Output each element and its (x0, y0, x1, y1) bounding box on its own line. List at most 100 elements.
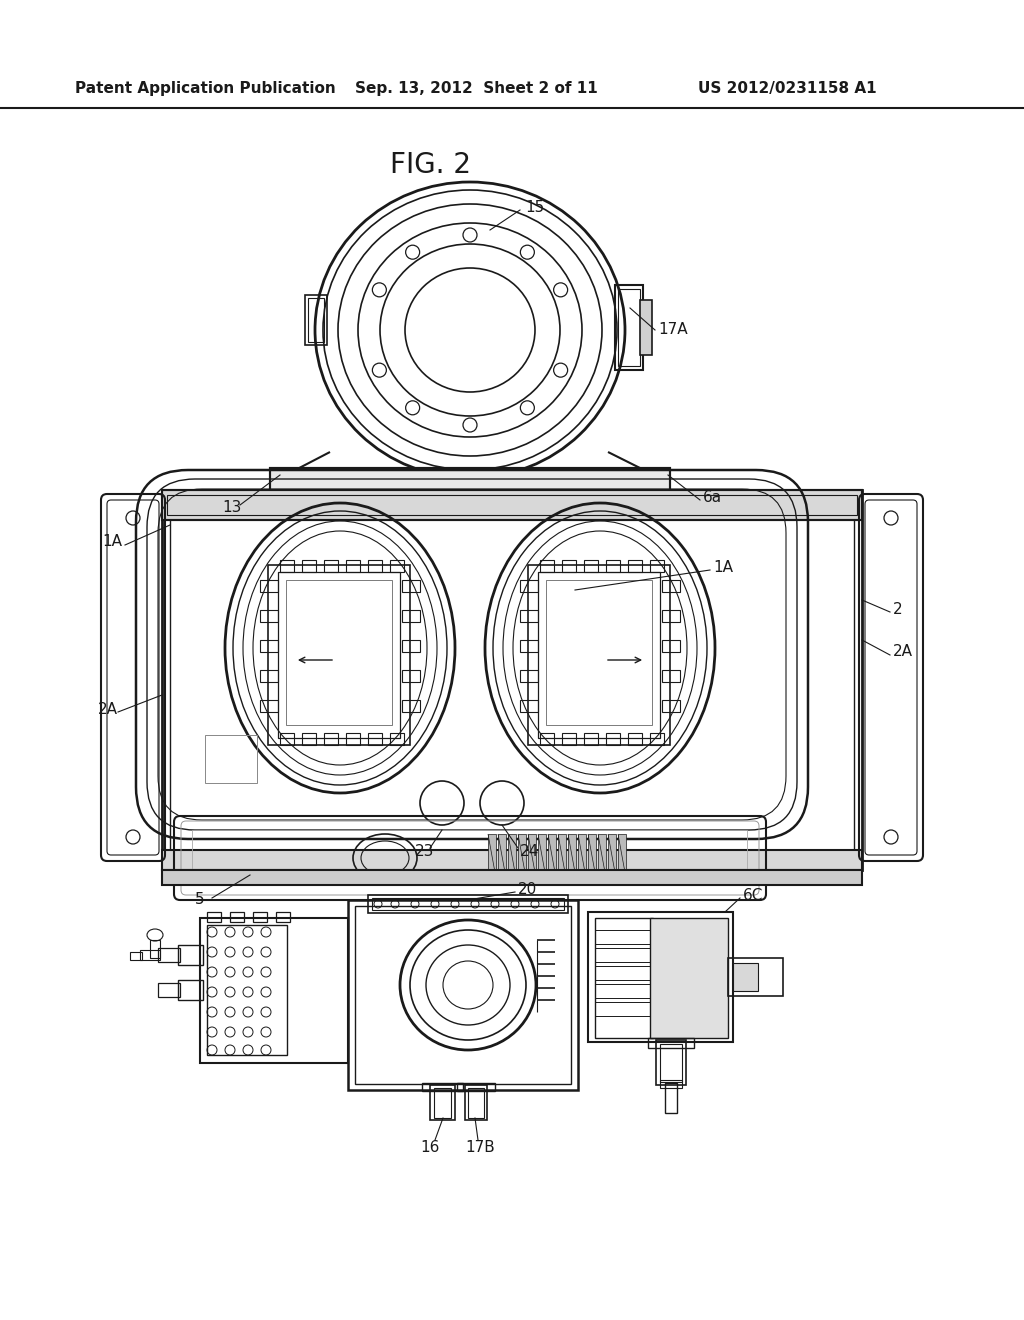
Bar (402, 640, 420, 652)
Bar (368, 733, 382, 744)
Bar (368, 560, 382, 572)
Bar (253, 912, 267, 921)
Bar (662, 610, 680, 622)
Bar (268, 565, 410, 744)
Bar (650, 560, 664, 572)
Bar (606, 560, 620, 572)
Bar (260, 671, 278, 682)
Text: 2A: 2A (98, 702, 118, 718)
Bar (162, 490, 862, 870)
Bar (618, 289, 640, 366)
Bar (430, 1085, 455, 1119)
Bar (260, 700, 278, 711)
Bar (158, 983, 180, 997)
Text: 6a: 6a (703, 491, 722, 506)
Bar (390, 560, 404, 572)
Bar (278, 572, 400, 738)
Bar (207, 912, 221, 921)
Bar (346, 733, 360, 744)
Bar (538, 572, 660, 738)
Text: 2: 2 (893, 602, 902, 618)
Bar (508, 834, 516, 878)
Bar (520, 610, 538, 622)
Bar (650, 917, 728, 1038)
Bar (660, 1044, 682, 1082)
Bar (598, 834, 606, 878)
Text: 23: 23 (415, 845, 434, 859)
Bar (270, 469, 670, 490)
Bar (178, 945, 203, 965)
Bar (162, 850, 862, 870)
Bar (608, 834, 616, 878)
Bar (662, 671, 680, 682)
Bar (402, 700, 420, 711)
Bar (548, 834, 556, 878)
Bar (628, 560, 642, 572)
Text: 15: 15 (525, 199, 544, 214)
Text: US 2012/0231158 A1: US 2012/0231158 A1 (698, 81, 877, 95)
Bar (648, 1038, 694, 1048)
Bar (488, 834, 496, 878)
Text: 1A: 1A (713, 561, 733, 576)
Bar (528, 834, 536, 878)
Text: 5: 5 (195, 892, 205, 908)
Bar (260, 640, 278, 652)
Bar (498, 834, 506, 878)
Bar (346, 560, 360, 572)
Bar (260, 579, 278, 591)
Bar (728, 958, 783, 997)
Bar (568, 834, 575, 878)
Text: Patent Application Publication: Patent Application Publication (75, 81, 336, 95)
Bar (324, 733, 338, 744)
Bar (140, 950, 160, 960)
Bar (465, 1085, 487, 1119)
Bar (193, 830, 746, 884)
Bar (595, 917, 653, 1038)
Bar (595, 948, 650, 962)
Bar (520, 640, 538, 652)
Bar (518, 834, 526, 878)
Bar (733, 964, 758, 991)
Bar (402, 671, 420, 682)
Bar (280, 733, 294, 744)
Bar (538, 834, 546, 878)
Bar (662, 579, 680, 591)
Text: 1A: 1A (102, 535, 122, 549)
Bar (468, 1088, 484, 1118)
Bar (162, 490, 862, 520)
Text: Sep. 13, 2012  Sheet 2 of 11: Sep. 13, 2012 Sheet 2 of 11 (355, 81, 598, 95)
Bar (150, 940, 160, 958)
Bar (662, 640, 680, 652)
Bar (588, 834, 596, 878)
Bar (595, 931, 650, 944)
Bar (402, 579, 420, 591)
Text: 17A: 17A (658, 322, 688, 338)
Bar (656, 1040, 686, 1085)
Bar (528, 565, 670, 744)
Bar (302, 733, 316, 744)
Bar (595, 966, 650, 979)
Bar (520, 700, 538, 711)
Bar (546, 579, 652, 725)
Bar (324, 560, 338, 572)
Bar (584, 733, 598, 744)
Text: 17B: 17B (465, 1139, 495, 1155)
Bar (558, 834, 566, 878)
Bar (595, 983, 650, 998)
Bar (660, 1080, 682, 1088)
Text: 6C: 6C (743, 887, 763, 903)
Bar (207, 925, 287, 1055)
Bar (205, 735, 257, 783)
Bar (628, 733, 642, 744)
Bar (520, 671, 538, 682)
Text: FIG. 2: FIG. 2 (389, 150, 470, 180)
Bar (158, 948, 180, 962)
Bar (662, 700, 680, 711)
Bar (162, 490, 862, 520)
Bar (162, 870, 862, 884)
Bar (170, 495, 854, 865)
Bar (615, 285, 643, 370)
Bar (390, 733, 404, 744)
Bar (302, 560, 316, 572)
Bar (402, 610, 420, 622)
